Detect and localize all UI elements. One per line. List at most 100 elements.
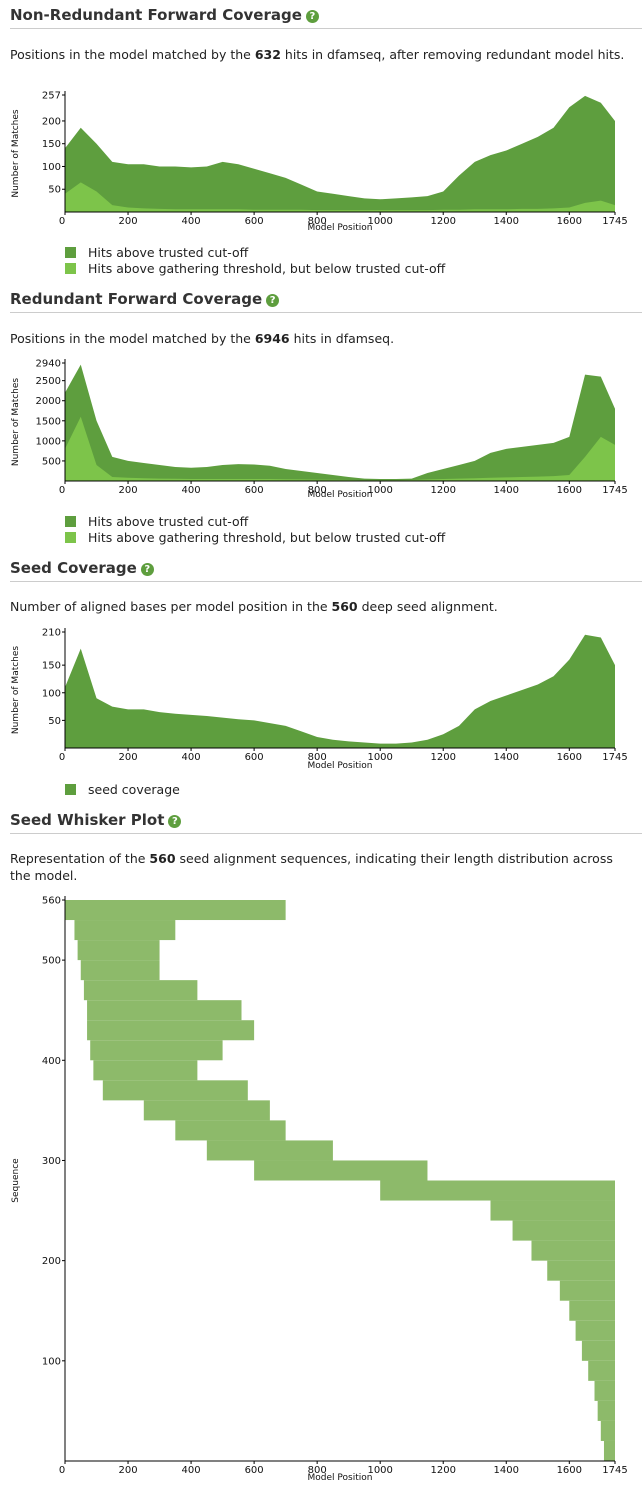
y-tick-label: 200	[42, 1256, 61, 1267]
legend-entry: Hits above gathering threshold, but belo…	[65, 261, 445, 277]
x-tick-label: 200	[118, 485, 137, 496]
whisker-band	[569, 1300, 615, 1321]
description-count: 560	[331, 599, 358, 614]
section-heading: Redundant Forward Coverage?	[10, 290, 642, 313]
legend-label: Hits above gathering threshold, but belo…	[88, 261, 446, 276]
x-tick-label: 600	[245, 752, 264, 763]
y-tick-label: 300	[42, 1156, 61, 1167]
whisker-band	[102, 1080, 248, 1101]
whisker-band	[531, 1240, 615, 1261]
whisker-band	[83, 980, 198, 1001]
legend-entry: seed coverage	[65, 782, 180, 798]
x-tick-label: 600	[245, 1465, 264, 1476]
x-tick-label: 1600	[557, 216, 582, 227]
y-tick-label: 1000	[36, 436, 61, 447]
x-tick-label: 800	[308, 752, 327, 763]
whisker-band	[594, 1380, 615, 1401]
x-tick-label: 1745	[602, 216, 627, 227]
coverage-area	[65, 95, 615, 212]
section-heading: Seed Whisker Plot?	[10, 811, 642, 834]
x-tick-label: 1600	[557, 752, 582, 763]
x-tick-label: 400	[182, 752, 201, 763]
whisker-band	[559, 1280, 615, 1301]
x-tick-label: 1200	[430, 752, 455, 763]
x-tick-label: 200	[118, 1465, 137, 1476]
y-tick-label: 210	[42, 628, 61, 639]
legend-label: Hits above trusted cut-off	[88, 245, 249, 260]
whisker-band	[588, 1360, 615, 1381]
x-tick-label: 1400	[494, 216, 519, 227]
help-icon[interactable]: ?	[266, 294, 280, 307]
x-tick-label: 0	[59, 216, 65, 227]
coverage-area	[65, 364, 615, 481]
x-tick-label: 400	[182, 485, 201, 496]
whisker-band	[65, 900, 286, 921]
whisker-band	[93, 1060, 198, 1081]
description-text: seed alignment sequences, indicating the…	[10, 851, 613, 883]
x-tick-label: 1400	[494, 485, 519, 496]
description-count: 6946	[254, 331, 290, 346]
legend-swatch	[65, 516, 76, 527]
whisker-band	[490, 1200, 615, 1221]
x-tick-label: 1400	[494, 752, 519, 763]
chart: 50 100 150 200 257 0 200 400 600 800 1000 1200 1400 1…	[11, 91, 628, 234]
x-tick-label: 1200	[430, 216, 455, 227]
x-tick-label: 200	[118, 752, 137, 763]
y-tick-label: 500	[42, 956, 61, 967]
x-axis-title: Model Position	[308, 490, 373, 500]
help-icon[interactable]: ?	[305, 10, 319, 23]
coverage-area	[65, 634, 615, 748]
whisker-band	[80, 960, 160, 981]
legend: Hits above trusted cut-off Hits above gat…	[65, 245, 445, 277]
x-tick-label: 200	[118, 216, 137, 227]
whisker-band	[380, 1180, 615, 1201]
x-tick-label: 1000	[367, 752, 392, 763]
x-tick-label: 0	[59, 1465, 65, 1476]
y-tick-label: 500	[42, 456, 61, 467]
help-icon[interactable]: ?	[168, 815, 182, 828]
x-tick-label: 1600	[557, 1465, 582, 1476]
whisker-band	[581, 1340, 615, 1361]
description-text: Positions in the model matched by the	[10, 47, 255, 62]
y-tick-label: 100	[42, 688, 61, 699]
y-tick-label: 560	[42, 896, 61, 907]
x-tick-label: 400	[182, 1465, 201, 1476]
legend-swatch	[65, 247, 76, 258]
x-tick-label: 800	[308, 485, 327, 496]
x-tick-label: 1600	[557, 485, 582, 496]
description-text: hits in dfamseq, after removing redundan…	[280, 47, 625, 62]
legend-entry: Hits above trusted cut-off	[65, 245, 445, 261]
whisker-band	[512, 1220, 615, 1241]
description-text: hits in dfamseq.	[289, 331, 395, 346]
x-tick-label: 0	[59, 485, 65, 496]
y-tick-label: 200	[42, 116, 61, 127]
x-tick-label: 1200	[430, 485, 455, 496]
x-axis-title: Model Position	[308, 223, 373, 233]
x-tick-label: 1745	[602, 752, 627, 763]
whisker-band	[77, 940, 160, 961]
chart: 50 100 150 210 0 200 400 600 800 1000 1200 1400 1600…	[11, 628, 628, 772]
y-tick-label: 2940	[36, 359, 61, 370]
whisker-band	[90, 1040, 223, 1061]
x-axis-title: Model Position	[308, 1473, 373, 1483]
description-text: Number of aligned bases per model positi…	[10, 599, 332, 614]
y-tick-label: 150	[42, 139, 61, 150]
legend-entry: Hits above trusted cut-off	[65, 514, 445, 530]
description-count: 560	[149, 851, 176, 866]
y-tick-label: 2500	[36, 376, 61, 387]
description-text: Positions in the model matched by the	[10, 331, 255, 346]
legend-swatch	[65, 784, 76, 795]
help-icon[interactable]: ?	[140, 563, 154, 576]
whisker-band	[600, 1420, 615, 1441]
legend-label: Hits above gathering threshold, but belo…	[88, 530, 446, 545]
legend-label: Hits above trusted cut-off	[88, 514, 249, 529]
x-tick-label: 1000	[367, 216, 392, 227]
description-text: deep seed alignment.	[357, 599, 498, 614]
x-tick-label: 1400	[494, 1465, 519, 1476]
whisker-band	[254, 1160, 428, 1181]
y-tick-label: 100	[42, 1356, 61, 1367]
chart: 100 200 300 400 500 560 0 200 400 600 800 1000 1200 1…	[11, 896, 628, 1484]
whisker-band	[547, 1260, 615, 1281]
heading-text: Redundant Forward Coverage	[10, 290, 263, 308]
